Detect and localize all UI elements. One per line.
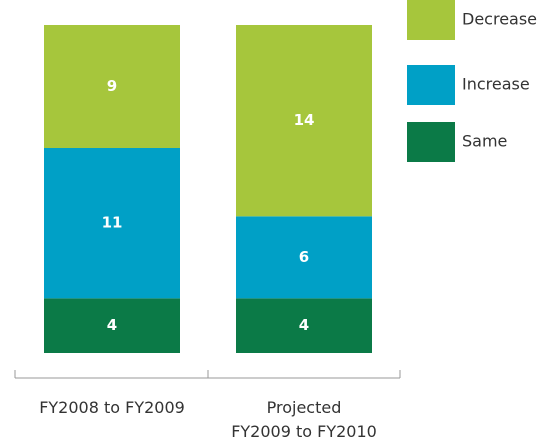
bar-segment bbox=[236, 25, 372, 217]
bar-segment bbox=[236, 298, 372, 353]
data-label: 6 bbox=[299, 248, 309, 266]
bar-segment bbox=[236, 216, 372, 299]
x-tick-label: FY2008 to FY2009 bbox=[39, 398, 185, 417]
legend-swatch bbox=[407, 65, 455, 105]
data-label: 11 bbox=[102, 214, 123, 232]
legend-label: Same bbox=[462, 132, 507, 151]
legend-swatch bbox=[407, 0, 455, 40]
data-label: 14 bbox=[294, 111, 315, 129]
bar-segment bbox=[44, 298, 180, 353]
legend-label: Decrease bbox=[462, 10, 537, 29]
x-tick-label: Projected FY2009 to FY2010 bbox=[231, 398, 377, 441]
data-label: 9 bbox=[107, 77, 117, 95]
bar-segment bbox=[44, 25, 180, 148]
data-label: 4 bbox=[299, 316, 309, 334]
legend-label: Increase bbox=[462, 75, 530, 94]
legend-swatch bbox=[407, 122, 455, 162]
bar-segment bbox=[44, 148, 180, 299]
data-label: 4 bbox=[107, 316, 117, 334]
